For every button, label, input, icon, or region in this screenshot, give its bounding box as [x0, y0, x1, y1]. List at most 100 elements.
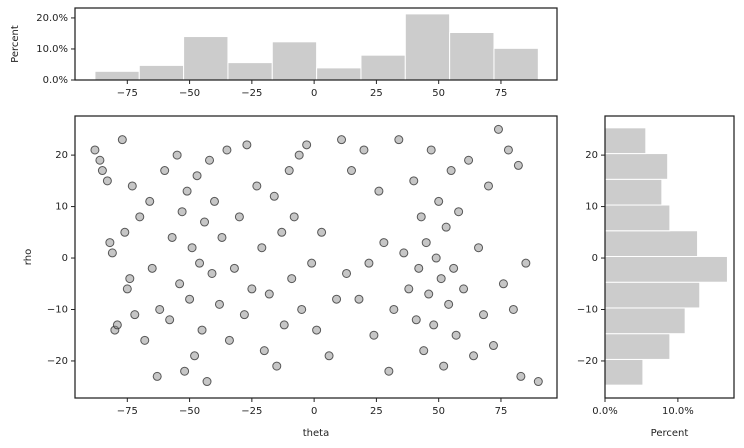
x-tick-label: 0	[311, 88, 317, 99]
scatter-point	[289, 212, 299, 222]
scatter-point	[359, 145, 369, 155]
scatter-point	[533, 377, 543, 387]
histogram-bar	[604, 255, 728, 283]
scatter-point	[190, 351, 200, 361]
histogram-bar	[271, 41, 318, 81]
x-tick-label: −50	[179, 406, 200, 417]
scatter-point	[399, 248, 409, 258]
scatter-point	[182, 186, 192, 196]
scatter-point	[479, 310, 489, 320]
x-tick-label: −50	[179, 88, 200, 99]
y-tick-label: 0	[62, 253, 68, 264]
scatter-point	[279, 320, 289, 330]
scatter-point	[264, 289, 274, 299]
axes-frame	[604, 115, 735, 399]
scatter-point	[127, 181, 137, 191]
y-tick-label: 0	[592, 253, 598, 264]
scatter-point	[332, 294, 342, 304]
scatter-point	[107, 248, 117, 258]
scatter-point	[302, 140, 312, 150]
scatter-point	[508, 304, 518, 314]
histogram-bar	[183, 36, 229, 81]
scatter-point	[155, 304, 165, 314]
scatter-point	[172, 150, 182, 160]
scatter-point	[135, 212, 145, 222]
scatter-point	[419, 346, 429, 356]
scatter-point	[498, 279, 508, 289]
scatter-point	[152, 371, 162, 381]
x-tick-label: 10.0%	[662, 406, 694, 417]
histogram-bar	[604, 358, 644, 386]
histogram-bar	[604, 178, 663, 206]
scatter-point	[117, 135, 127, 145]
histogram-bar	[604, 153, 669, 180]
scatter-point	[202, 377, 212, 387]
scatter-point	[112, 320, 122, 330]
scatter-point	[214, 299, 224, 309]
y-axis-label: rho	[23, 249, 34, 265]
scatter-point	[346, 166, 356, 176]
scatter-point	[180, 366, 190, 376]
scatter-point	[222, 145, 232, 155]
y-tick-label: −20	[577, 356, 598, 367]
scatter-point	[247, 284, 257, 294]
scatter-point	[469, 351, 479, 361]
x-tick-label: 50	[432, 88, 445, 99]
scatter-point	[252, 181, 262, 191]
scatter-point	[217, 232, 227, 242]
scatter-point	[483, 181, 493, 191]
scatter-point	[97, 166, 107, 176]
scatter-point	[369, 330, 379, 340]
scatter-point	[342, 268, 352, 278]
x-tick-label: −75	[117, 406, 138, 417]
scatter-point	[441, 222, 451, 232]
y-tick-label: 0.0%	[43, 75, 68, 86]
scatter-point	[272, 361, 282, 371]
x-tick-label: 75	[495, 88, 508, 99]
scatter-point	[444, 299, 454, 309]
scatter-point	[317, 227, 327, 237]
x-axis-label: Percent	[651, 428, 689, 439]
scatter-point	[451, 330, 461, 340]
histogram-bar	[604, 204, 671, 232]
scatter-point	[90, 145, 100, 155]
y-tick-label: −10	[47, 304, 68, 315]
histogram-bar	[604, 230, 699, 257]
x-tick-label: −25	[241, 406, 262, 417]
scatter-point	[284, 166, 294, 176]
x-tick-label: 50	[432, 406, 445, 417]
scatter-point	[187, 243, 197, 253]
scatter-point	[426, 145, 436, 155]
scatter-point	[167, 232, 177, 242]
scatter-point	[200, 217, 210, 227]
scatter-point	[209, 196, 219, 206]
scatter-point	[130, 310, 140, 320]
histogram-bar	[227, 62, 273, 81]
x-tick-label: −25	[241, 88, 262, 99]
scatter-point	[192, 171, 202, 181]
scatter-point	[197, 325, 207, 335]
y-tick-label: −20	[47, 356, 68, 367]
scatter-point	[389, 304, 399, 314]
scatter-point	[379, 238, 389, 248]
scatter-point	[125, 274, 135, 284]
scatter-point	[239, 310, 249, 320]
scatter-point	[424, 289, 434, 299]
scatter-point	[436, 274, 446, 284]
x-tick-label: −75	[117, 88, 138, 99]
scatter-point	[234, 212, 244, 222]
histogram-bar	[604, 333, 671, 360]
scatter-point	[374, 186, 384, 196]
x-axis-label: theta	[303, 428, 329, 439]
histogram-bar	[604, 127, 647, 155]
histogram-bar	[316, 67, 362, 81]
x-tick-label: 25	[370, 406, 383, 417]
scatter-point	[120, 227, 130, 237]
scatter-point	[513, 160, 523, 170]
scatter-point	[140, 335, 150, 345]
scatter-point	[297, 304, 307, 314]
x-tick-label: 75	[495, 406, 508, 417]
scatter-point	[384, 366, 394, 376]
scatter-point	[449, 263, 459, 273]
scatter-point	[277, 227, 287, 237]
